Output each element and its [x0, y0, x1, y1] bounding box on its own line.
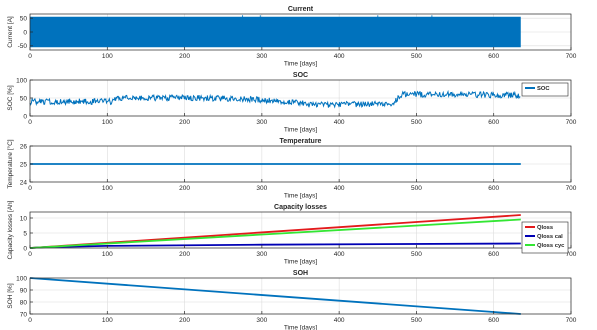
x-tick-label: 400: [334, 53, 345, 60]
x-tick-label: 700: [566, 317, 577, 324]
y-tick-label: 25: [20, 161, 28, 168]
x-tick-label: 400: [334, 317, 345, 324]
series-line: [29, 218, 521, 249]
subplot-title: Temperature: [280, 138, 322, 145]
x-tick-label: 400: [334, 119, 345, 126]
subplot-capacity-losses: 0 100 200 300 400 500 600 700 0 5 10 Capacity losse…: [7, 200, 577, 265]
x-tick-label: 300: [256, 119, 267, 126]
legend-box: [521, 82, 569, 97]
y-tick-label: 100: [16, 77, 27, 84]
x-tick-label: 0: [28, 317, 32, 324]
y-axis-label: Temperature [°C]: [6, 139, 14, 188]
x-tick-label: 0: [28, 185, 32, 192]
x-tick-label: 200: [179, 53, 190, 60]
x-tick-label: 100: [102, 53, 113, 60]
x-tick-label: 500: [411, 317, 422, 324]
x-tick-label: 700: [566, 251, 577, 258]
y-tick-label: 0: [23, 245, 27, 252]
x-tick-label: 300: [256, 53, 267, 60]
legend: Qloss Qloss cal Qloss cyc: [521, 221, 569, 254]
subplot-title: Capacity losses: [274, 204, 327, 211]
x-tick-label: 500: [411, 251, 422, 258]
x-tick-label: 300: [256, 251, 267, 258]
x-tick-label: 600: [488, 251, 499, 258]
legend-label: SOC: [537, 86, 550, 92]
y-axis-label: Capacity losses [Ah]: [7, 200, 14, 259]
x-tick-label: 500: [411, 119, 422, 126]
y-tick-label: 24: [20, 179, 28, 186]
subplot-current: 0 100 200 300 400 500 600 700-50050CurrentTime …: [7, 6, 577, 68]
x-axis-label: Time [days]: [284, 193, 318, 200]
y-tick-label: 100: [16, 275, 27, 282]
legend-label: Qloss cyc: [537, 243, 565, 249]
x-axis-label: Time [days]: [284, 127, 318, 134]
x-tick-label: 100: [102, 251, 113, 258]
subplot-title: Current: [288, 6, 314, 13]
x-tick-label: 100: [102, 317, 113, 324]
x-tick-label: 600: [488, 119, 499, 126]
series-line: [29, 277, 521, 315]
x-tick-label: 300: [256, 317, 267, 324]
x-tick-label: 500: [411, 53, 422, 60]
x-tick-label: 200: [179, 251, 190, 258]
y-axis-label: Current [A]: [7, 16, 14, 48]
x-tick-label: 200: [179, 317, 190, 324]
x-tick-label: 100: [102, 119, 113, 126]
subplot-title: SOH: [293, 270, 308, 277]
y-axis-label: SOC [%]: [7, 85, 14, 110]
y-tick-label: 0: [23, 29, 27, 36]
x-tick-label: 700: [566, 185, 577, 192]
x-tick-label: 0: [28, 119, 32, 126]
legend-label: Qloss cal: [537, 234, 563, 240]
x-tick-label: 500: [411, 185, 422, 192]
series-band: [30, 16, 521, 48]
y-tick-label: 50: [20, 15, 28, 22]
subplot-temperature: 0 100 200 300 400 500 600 700 24 25 26 Temperature T…: [6, 138, 577, 200]
x-tick-label: 600: [488, 53, 499, 60]
x-tick-label: 0: [28, 251, 32, 258]
x-tick-label: 600: [488, 185, 499, 192]
subplot-soh: 0 100 200 300 400 500 600 700 70 80 90 100 SOH Time […: [7, 270, 577, 330]
axes-box: [29, 211, 572, 249]
subplot-title: SOC: [293, 72, 308, 79]
y-tick-label: 0: [23, 113, 27, 120]
x-tick-label: 700: [566, 53, 577, 60]
x-tick-label: 400: [334, 185, 345, 192]
series-line: [29, 89, 521, 109]
x-axis-label: Time [days]: [284, 259, 318, 266]
x-axis-label: Time [days]: [284, 61, 318, 68]
x-tick-label: 200: [179, 119, 190, 126]
y-axis-label: SOH [%]: [7, 283, 14, 308]
x-tick-label: 0: [28, 53, 32, 60]
x-tick-label: 300: [256, 185, 267, 192]
subplot-soc: 0 100 200 300 400 500 600 700 0 50 100 SOC Time [day…: [7, 72, 577, 134]
y-tick-label: 10: [20, 215, 28, 222]
x-tick-label: 600: [488, 317, 499, 324]
y-tick-label: 5: [23, 230, 27, 237]
y-tick-label: 26: [20, 143, 28, 150]
legend: SOC: [521, 82, 569, 97]
x-tick-label: 700: [566, 119, 577, 126]
x-axis-label: Time [days]: [284, 325, 318, 330]
y-tick-label: 80: [20, 299, 28, 306]
axes-box: [29, 277, 572, 315]
x-tick-label: 200: [179, 185, 190, 192]
x-tick-label: 100: [102, 185, 113, 192]
x-tick-label: 400: [334, 251, 345, 258]
y-tick-label: 90: [20, 287, 28, 294]
y-tick-label: 70: [20, 311, 28, 318]
y-tick-label: 50: [20, 95, 28, 102]
y-tick-label: -50: [18, 43, 28, 50]
legend-label: Qloss: [537, 225, 553, 231]
